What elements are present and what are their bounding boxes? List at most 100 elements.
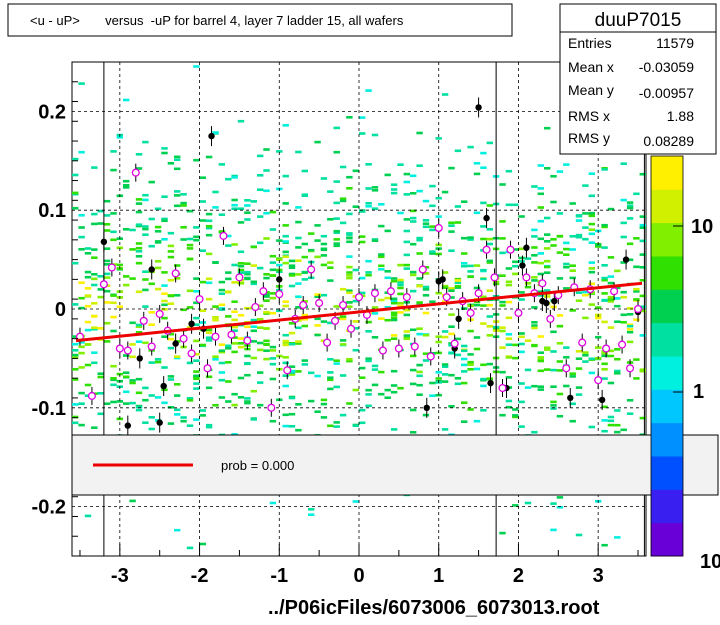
heatmap-cell: [429, 204, 436, 208]
heatmap-cell: [556, 496, 564, 499]
heatmap-cell: [237, 119, 245, 123]
heatmap-cell: [620, 261, 627, 264]
heatmap-cell: [257, 266, 264, 270]
heatmap-cell: [633, 237, 640, 240]
heatmap-cell: [161, 147, 168, 150]
heatmap-cell: [148, 217, 155, 221]
heatmap-cell: [461, 344, 468, 348]
heatmap-cell: [441, 380, 449, 383]
heatmap-cell: [486, 237, 493, 241]
heatmap-cell: [237, 314, 245, 317]
colorbar-segment: [651, 256, 683, 290]
heatmap-cell: [244, 276, 251, 280]
heatmap-cell: [461, 401, 468, 404]
heatmap-cell: [199, 542, 206, 546]
heatmap-cell: [97, 412, 104, 416]
heatmap-cell: [123, 371, 130, 374]
heatmap-cell: [518, 291, 525, 294]
heatmap-cell: [257, 381, 264, 384]
heatmap-cell: [186, 397, 194, 400]
heatmap-cell: [269, 210, 277, 214]
heatmap-cell: [563, 163, 570, 166]
heatmap-cell: [180, 416, 187, 419]
heatmap-cell: [531, 261, 538, 264]
heatmap-cell: [327, 371, 334, 374]
heatmap-cell: [454, 286, 462, 289]
heatmap-cell: [320, 247, 328, 251]
heatmap-cell: [135, 250, 143, 253]
heatmap-cell: [416, 370, 423, 374]
heatmap-cell: [416, 277, 423, 280]
heatmap-cell: [518, 332, 525, 335]
heatmap-cell: [135, 210, 143, 214]
heatmap-cell: [314, 410, 321, 413]
heatmap-cell: [397, 163, 404, 166]
heatmap-cell: [346, 212, 353, 216]
heatmap-cell: [550, 407, 557, 410]
profile-point: [195, 295, 204, 304]
heatmap-cell: [537, 206, 544, 209]
heatmap-cell: [193, 316, 200, 320]
heatmap-cell: [531, 235, 538, 238]
heatmap-cell: [614, 320, 621, 323]
heatmap-cell: [320, 177, 328, 180]
heatmap-cell: [103, 259, 111, 263]
profile-point: [107, 263, 116, 272]
heatmap-cell: [601, 354, 608, 358]
heatmap-cell: [193, 65, 200, 68]
heatmap-cell: [601, 362, 608, 366]
heatmap-cell: [333, 229, 340, 233]
heatmap-cell: [110, 315, 117, 319]
heatmap-cell: [212, 404, 219, 407]
heatmap-cell: [441, 330, 449, 333]
heatmap-cell: [410, 382, 417, 386]
heatmap-cell: [537, 335, 544, 338]
heatmap-cell: [154, 230, 162, 233]
heatmap-cell: [244, 325, 251, 329]
profile-point: [506, 245, 515, 254]
heatmap-cell: [384, 276, 391, 280]
heatmap-cell: [480, 322, 487, 325]
heatmap-cell: [72, 206, 79, 210]
heatmap-cell: [537, 351, 544, 354]
heatmap-cell: [257, 154, 264, 158]
heatmap-cell: [314, 295, 321, 298]
heatmap-cell: [103, 223, 111, 226]
heatmap-cell: [103, 321, 111, 325]
heatmap-cell: [135, 255, 143, 258]
heatmap-cell: [78, 82, 85, 85]
heatmap-cell: [135, 323, 143, 327]
heatmap-cell: [135, 391, 143, 395]
x-tick-label: -2: [191, 565, 209, 587]
heatmap-cell: [167, 294, 175, 298]
heatmap-cell: [467, 270, 474, 273]
heatmap-cell: [441, 365, 449, 368]
heatmap-cell: [167, 250, 175, 253]
heatmap-cell: [225, 380, 232, 383]
heatmap-cell: [537, 290, 544, 293]
heatmap-cell: [346, 236, 353, 240]
heatmap-cell: [91, 222, 98, 226]
heatmap-cell: [231, 203, 238, 207]
heatmap-cell: [135, 405, 143, 409]
heatmap-cell: [371, 306, 379, 309]
heatmap-cell: [288, 342, 296, 346]
stats-label-entries: Entries: [568, 35, 612, 51]
heatmap-cell: [231, 342, 238, 345]
heatmap-cell: [135, 408, 143, 412]
heatmap-cell: [212, 355, 219, 358]
heatmap-cell: [123, 98, 130, 102]
heatmap-cell: [359, 132, 366, 135]
profile-point: [498, 383, 507, 393]
heatmap-cell: [167, 337, 175, 341]
profile-point: [602, 344, 611, 353]
heatmap-cell: [288, 369, 296, 373]
heatmap-cell: [422, 311, 430, 315]
heatmap-cell: [582, 354, 589, 357]
heatmap-cell: [378, 253, 385, 256]
heatmap-cell: [461, 381, 468, 385]
heatmap-cell: [639, 223, 646, 227]
heatmap-cell: [626, 307, 634, 310]
heatmap-cell: [135, 325, 143, 328]
heatmap-cell: [263, 299, 270, 302]
